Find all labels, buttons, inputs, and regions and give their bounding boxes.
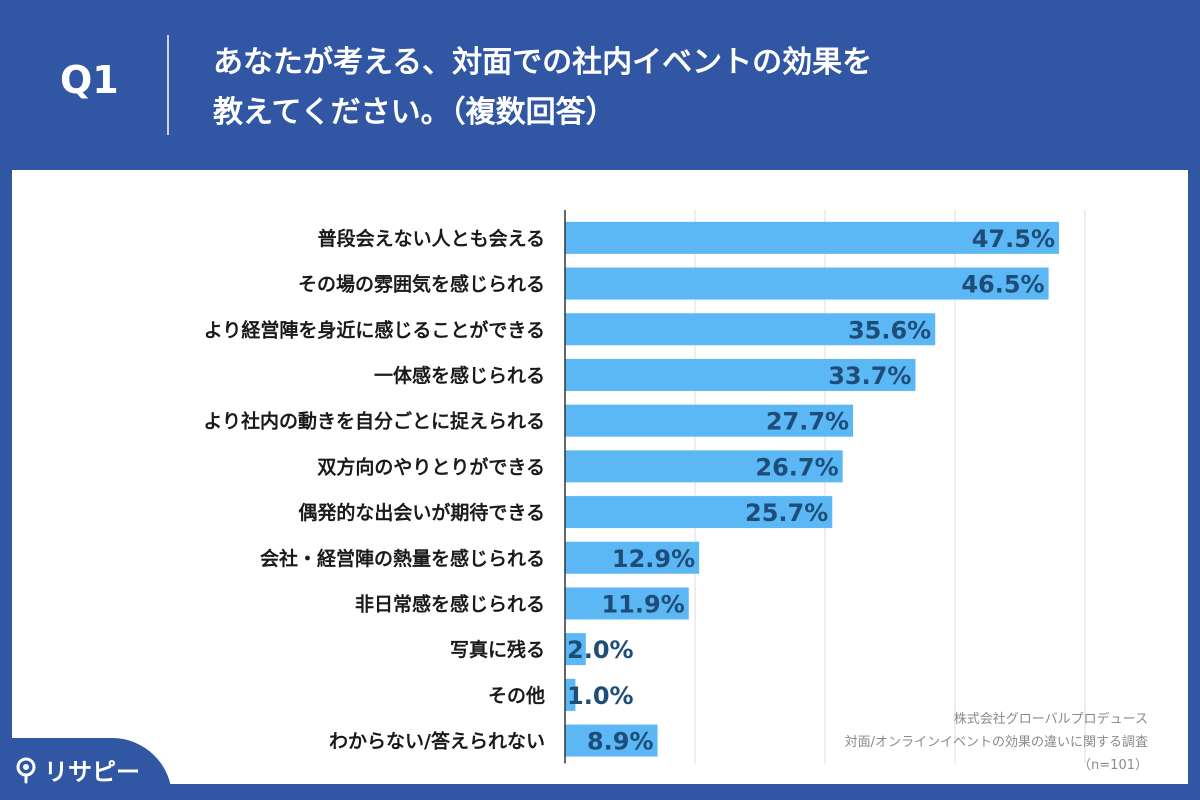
bar xyxy=(565,496,833,529)
logo-text: リサピー xyxy=(44,758,140,786)
source-company: 株式会社グローバルプロデュース xyxy=(953,712,1148,727)
value-label: 12.9% xyxy=(612,545,695,573)
bar xyxy=(565,587,689,620)
category-label: より経営陣を身近に感じることができる xyxy=(204,318,545,341)
value-label: 47.5% xyxy=(972,225,1055,253)
bar xyxy=(565,633,586,666)
bar xyxy=(565,450,843,483)
category-label: 双方向のやりとりができる xyxy=(317,455,545,478)
bar xyxy=(565,267,1049,300)
category-label: 非日常感を感じられる xyxy=(355,592,545,615)
source-survey: 対面/オンラインイベントの効果の違いに関する調査 xyxy=(844,735,1148,750)
category-label: その他 xyxy=(488,684,545,707)
bar xyxy=(565,313,936,346)
category-label: 偶発的な出会いが期待できる xyxy=(298,501,545,524)
value-label: 46.5% xyxy=(961,271,1044,299)
question-number: Q1 xyxy=(60,58,119,102)
value-label: 2.0% xyxy=(567,636,634,664)
category-label: 普段会えない人とも会える xyxy=(318,227,545,250)
source-note: 株式会社グローバルプロデュース 対面/オンラインイベントの効果の違いに関する調査… xyxy=(845,708,1148,777)
category-label: より社内の動きを自分ごとに捉えられる xyxy=(203,410,545,433)
magnifier-pin-icon xyxy=(16,757,36,784)
bar xyxy=(565,724,658,757)
bar xyxy=(565,221,1059,254)
bar-chart: 普段会えない人とも会える 47.5% その場の雰囲気を感じられる 46.5% より経営陣… xyxy=(203,210,1086,764)
header-divider xyxy=(167,35,169,135)
bar xyxy=(565,404,854,437)
bar xyxy=(565,358,916,391)
bar xyxy=(565,678,576,711)
category-label: その場の雰囲気を感じられる xyxy=(298,273,545,296)
value-label: 27.7% xyxy=(766,408,849,436)
question-title-line2: 教えてください。（複数回答） xyxy=(213,95,616,130)
value-label: 1.0% xyxy=(567,682,634,710)
value-label: 25.7% xyxy=(745,499,828,527)
bar xyxy=(565,541,700,574)
category-label: 一体感を感じられる xyxy=(374,364,545,387)
chart-panel: 普段会えない人とも会える 47.5% その場の雰囲気を感じられる 46.5% より経営陣… xyxy=(12,170,1188,784)
logo: リサピー xyxy=(0,738,172,800)
question-title: あなたが考える、対面での社内イベントの効果を 教えてください。（複数回答） xyxy=(213,38,1153,138)
source-sample: （n=101） xyxy=(1078,758,1148,773)
category-label: 会社・経営陣の熱量を感じられる xyxy=(260,547,545,570)
value-label: 8.9% xyxy=(587,728,654,756)
question-title-line1: あなたが考える、対面での社内イベントの効果を xyxy=(213,45,873,80)
value-label: 26.7% xyxy=(755,453,838,481)
value-label: 33.7% xyxy=(828,362,911,390)
value-label: 11.9% xyxy=(601,590,684,618)
category-label: わからない/答えられない xyxy=(329,730,545,753)
header: Q1 あなたが考える、対面での社内イベントの効果を 教えてください。（複数回答） xyxy=(0,0,1200,170)
category-label: 写真に残る xyxy=(450,638,545,661)
value-label: 35.6% xyxy=(848,316,931,344)
